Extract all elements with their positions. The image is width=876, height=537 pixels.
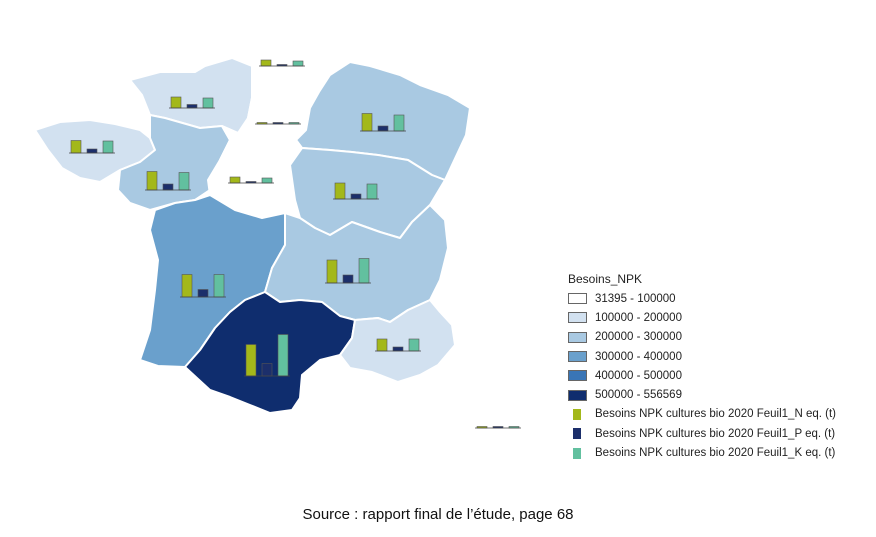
bar-centre-val-de-loire-k xyxy=(261,177,273,184)
legend-series-label: Besoins NPK cultures bio 2020 Feuil1_N e… xyxy=(595,408,836,421)
legend-series-marker xyxy=(573,447,581,459)
bar-bourgogne-franche-comte-k xyxy=(366,183,378,200)
legend-title: Besoins_NPK xyxy=(568,272,643,286)
bar-auvergne-rhone-alpes-n xyxy=(326,259,338,284)
bar-normandie-p xyxy=(186,104,198,109)
region-centre-val-de-loire xyxy=(207,125,303,219)
legend-class-swatch xyxy=(568,389,587,401)
region-bar-charts xyxy=(69,59,521,429)
bar-provence-alpes-cote-d-azur-k xyxy=(408,338,420,352)
bar-auvergne-rhone-alpes-k xyxy=(358,258,370,284)
bar-provence-alpes-cote-d-azur-p xyxy=(392,346,404,352)
bar-hauts-de-france-n xyxy=(260,59,272,67)
bar-bretagne-p xyxy=(86,148,98,154)
bar-grand-est-n xyxy=(361,113,373,132)
bar-grand-est-p xyxy=(377,125,389,132)
legend-class-swatch xyxy=(568,293,587,305)
bar-bretagne-n xyxy=(70,140,82,154)
legend-class-4: 400000 - 500000 xyxy=(568,366,868,385)
legend-class-0: 31395 - 100000 xyxy=(568,289,868,308)
legend-series-label: Besoins NPK cultures bio 2020 Feuil1_K e… xyxy=(595,447,836,460)
legend-series-marker xyxy=(573,428,581,440)
region-normandie xyxy=(129,57,253,134)
bar-auvergne-rhone-alpes-p xyxy=(342,274,354,284)
source-caption: Source : rapport final de l’étude, page … xyxy=(302,506,574,523)
bar-bourgogne-franche-comte-p xyxy=(350,193,362,200)
legend-class-label: 500000 - 556569 xyxy=(595,389,682,402)
legend-class-3: 300000 - 400000 xyxy=(568,347,868,366)
legend-series-1: Besoins NPK cultures bio 2020 Feuil1_P e… xyxy=(568,424,868,443)
legend-series-marker xyxy=(573,408,581,420)
bar-bourgogne-franche-comte-n xyxy=(334,182,346,200)
legend-series-0: Besoins NPK cultures bio 2020 Feuil1_N e… xyxy=(568,405,868,424)
bar-pays-de-la-loire-k xyxy=(178,172,190,191)
region-hauts-de-france xyxy=(245,13,323,103)
legend-class-5: 500000 - 556569 xyxy=(568,385,868,404)
bar-bretagne-k xyxy=(102,140,114,154)
legend-bar-series: Besoins NPK cultures bio 2020 Feuil1_N e… xyxy=(568,405,868,463)
legend-class-label: 31395 - 100000 xyxy=(595,292,676,305)
bar-provence-alpes-cote-d-azur-n xyxy=(376,338,388,352)
legend-class-label: 400000 - 500000 xyxy=(595,369,682,382)
legend-class-swatch xyxy=(568,370,587,382)
legend-series-label: Besoins NPK cultures bio 2020 Feuil1_P e… xyxy=(595,427,836,440)
map-legend: Besoins_NPK 31395 - 100000 100000 - 20000… xyxy=(568,272,868,463)
bar-pays-de-la-loire-n xyxy=(146,171,158,191)
bar-grand-est-k xyxy=(393,114,405,132)
bar-occitanie-n xyxy=(245,344,257,377)
bar-pays-de-la-loire-p xyxy=(162,183,174,191)
france-map xyxy=(35,13,521,471)
bar-nouvelle-aquitaine-n xyxy=(181,274,193,298)
bar-normandie-n xyxy=(170,96,182,109)
bar-nouvelle-aquitaine-p xyxy=(197,289,209,298)
legend-class-label: 100000 - 200000 xyxy=(595,311,682,324)
legend-series-2: Besoins NPK cultures bio 2020 Feuil1_K e… xyxy=(568,443,868,462)
bar-occitanie-k xyxy=(277,334,289,377)
bar-centre-val-de-loire-n xyxy=(229,176,241,184)
bar-occitanie-p xyxy=(261,363,273,377)
legend-class-1: 100000 - 200000 xyxy=(568,308,868,327)
legend-classes: 31395 - 100000 100000 - 200000 200000 - 30… xyxy=(568,289,868,405)
legend-class-swatch xyxy=(568,312,587,324)
legend-class-label: 200000 - 300000 xyxy=(595,331,682,344)
bar-normandie-k xyxy=(202,97,214,109)
legend-class-swatch xyxy=(568,351,587,363)
legend-class-2: 200000 - 300000 xyxy=(568,328,868,347)
region-corse xyxy=(482,389,521,471)
region-provence-alpes-cote-d-azur xyxy=(339,299,456,383)
legend-class-label: 300000 - 400000 xyxy=(595,350,682,363)
bar-nouvelle-aquitaine-k xyxy=(213,274,225,298)
bar-hauts-de-france-k xyxy=(292,60,304,67)
legend-class-swatch xyxy=(568,331,587,343)
